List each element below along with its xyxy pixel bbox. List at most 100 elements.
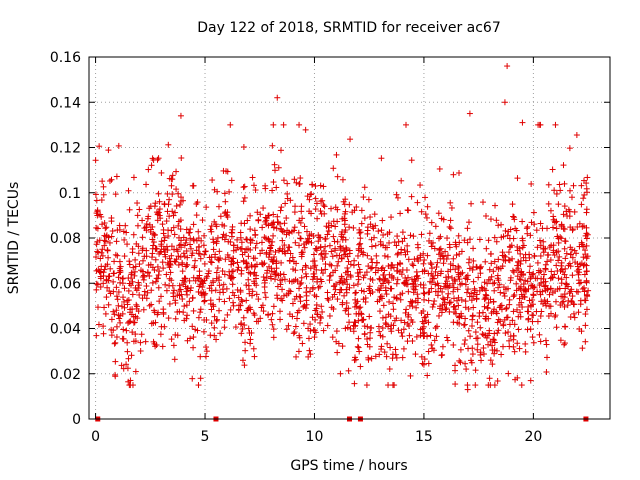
data-point — [455, 263, 462, 270]
data-point — [563, 250, 570, 257]
data-point — [252, 244, 259, 251]
data-point — [247, 226, 254, 233]
data-point — [149, 155, 156, 162]
data-point — [132, 256, 139, 263]
data-point — [112, 371, 119, 378]
data-point — [198, 277, 205, 284]
data-point — [544, 258, 551, 265]
data-point — [473, 335, 480, 342]
data-point — [121, 285, 128, 292]
data-point — [277, 207, 284, 214]
data-point — [173, 202, 180, 209]
data-point — [230, 299, 237, 306]
data-point — [367, 324, 374, 331]
data-point — [358, 220, 365, 227]
data-point — [182, 239, 189, 246]
data-point — [186, 298, 193, 305]
data-point — [177, 194, 184, 201]
data-point — [171, 231, 178, 238]
data-point — [380, 242, 387, 249]
data-point — [522, 340, 529, 347]
data-point — [338, 273, 345, 280]
data-point — [240, 184, 247, 191]
data-point — [505, 249, 512, 256]
data-point — [489, 280, 496, 287]
data-point — [343, 246, 350, 253]
data-point — [376, 287, 383, 294]
data-point — [110, 308, 117, 315]
data-point — [400, 345, 407, 352]
data-point — [536, 331, 543, 338]
data-point — [561, 271, 568, 278]
data-point — [121, 304, 128, 311]
data-point — [181, 242, 188, 249]
data-point — [130, 264, 137, 271]
data-point — [269, 321, 276, 328]
data-point — [234, 266, 241, 273]
data-point — [192, 257, 199, 264]
data-point — [469, 266, 476, 273]
data-point — [271, 268, 278, 275]
data-point — [92, 191, 99, 198]
data-point — [171, 287, 178, 294]
data-point — [506, 296, 513, 303]
data-point — [329, 253, 336, 260]
data-point — [259, 247, 266, 254]
data-point — [165, 315, 172, 322]
data-point — [189, 182, 196, 189]
data-point — [326, 242, 333, 249]
data-point — [355, 344, 362, 351]
data-point — [152, 319, 159, 326]
data-point — [312, 329, 319, 336]
data-point — [136, 261, 143, 268]
data-point — [186, 277, 193, 284]
data-point — [125, 320, 132, 327]
data-point — [420, 260, 427, 267]
data-point — [537, 242, 544, 249]
data-point — [132, 313, 139, 320]
data-point — [513, 280, 520, 287]
data-point — [237, 287, 244, 294]
data-point — [378, 293, 385, 300]
data-point — [211, 324, 218, 331]
data-point — [411, 276, 418, 283]
data-point — [307, 321, 314, 328]
data-point — [167, 269, 174, 276]
data-point — [573, 288, 580, 295]
data-point — [115, 274, 122, 281]
data-point — [168, 277, 175, 284]
data-point — [148, 162, 155, 169]
data-point — [270, 232, 277, 239]
data-point — [306, 196, 313, 203]
data-point — [273, 292, 280, 299]
data-point — [279, 276, 286, 283]
data-point — [394, 267, 401, 274]
data-point — [520, 242, 527, 249]
data-point — [363, 382, 370, 389]
data-point — [213, 317, 220, 324]
data-point — [528, 219, 535, 226]
data-point — [344, 264, 351, 271]
data-point — [170, 224, 177, 231]
data-point — [467, 333, 474, 340]
data-point — [405, 288, 412, 295]
data-point — [189, 323, 196, 330]
data-point — [250, 255, 257, 262]
data-point — [506, 321, 513, 328]
data-point — [114, 296, 121, 303]
data-point — [192, 277, 199, 284]
data-point — [274, 213, 281, 220]
data-point — [93, 241, 100, 248]
data-point — [183, 288, 190, 295]
data-point — [249, 174, 256, 181]
data-point — [571, 247, 578, 254]
data-point — [139, 268, 146, 275]
data-point — [393, 315, 400, 322]
data-point — [386, 365, 393, 372]
data-point — [552, 312, 559, 319]
data-point — [212, 287, 219, 294]
data-point — [241, 362, 248, 369]
data-point — [366, 283, 373, 290]
data-point — [468, 297, 475, 304]
data-point — [248, 329, 255, 336]
